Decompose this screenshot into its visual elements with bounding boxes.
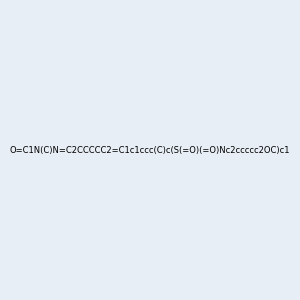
Text: O=C1N(C)N=C2CCCCC2=C1c1ccc(C)c(S(=O)(=O)Nc2ccccc2OC)c1: O=C1N(C)N=C2CCCCC2=C1c1ccc(C)c(S(=O)(=O)… [10,146,290,154]
